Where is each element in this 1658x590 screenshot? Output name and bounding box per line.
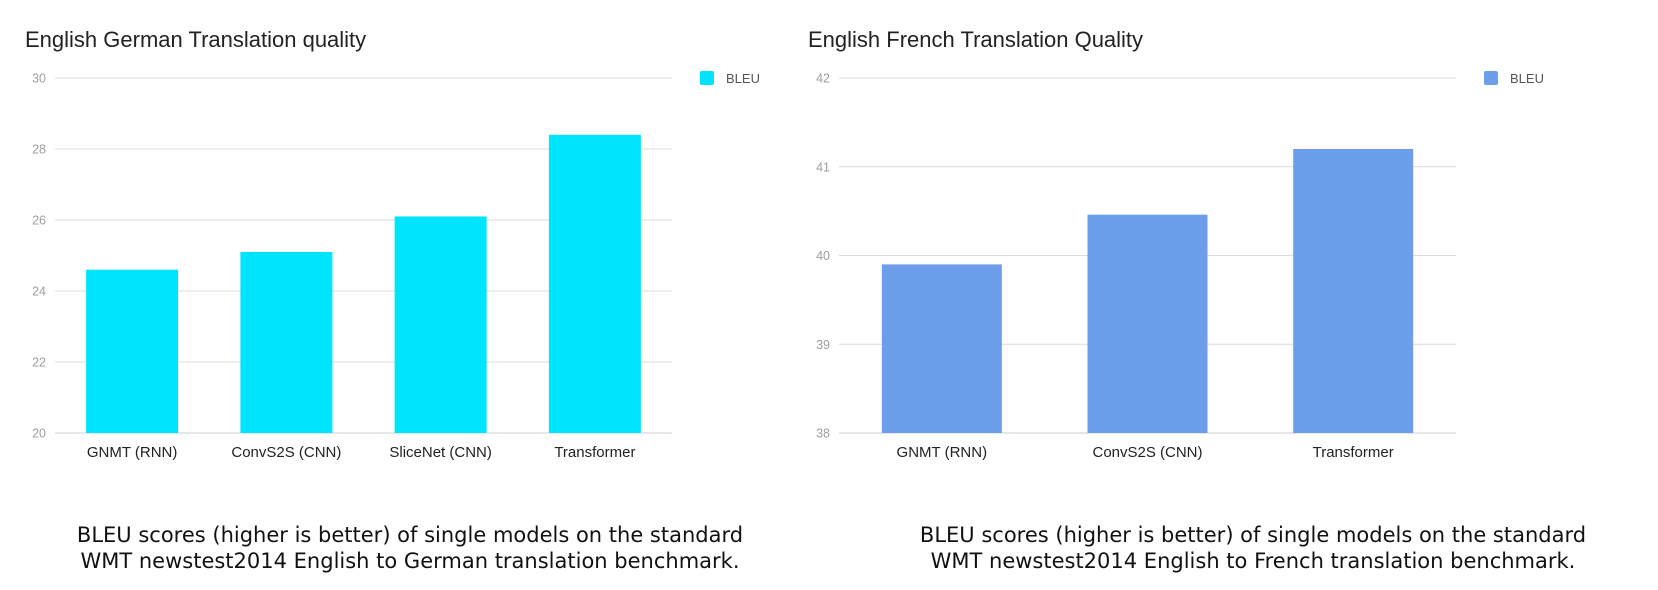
chart-english-german: English German Translation quality 20 22 24… xyxy=(25,27,760,461)
x-category-label: ConvS2S (CNN) xyxy=(1092,444,1202,461)
bar xyxy=(881,264,1002,433)
chart-title: English German Translation quality xyxy=(25,27,366,52)
chart-root: English French Translation Quality 38 39 40… xyxy=(808,27,1544,461)
x-category-label: GNMT (RNN) xyxy=(897,444,988,461)
caption-line-2: WMT newstest2014 English to French trans… xyxy=(930,549,1576,573)
x-category-label: Transformer xyxy=(554,444,635,461)
y-tick-label: 41 xyxy=(816,160,830,174)
y-tick-label: 40 xyxy=(816,249,830,263)
caption-line-1: BLEU scores (higher is better) of single… xyxy=(76,523,744,547)
bar xyxy=(1087,214,1208,433)
y-tick-label: 38 xyxy=(816,427,830,441)
caption-english-german: BLEU scores (higher is better) of single… xyxy=(30,522,790,574)
y-tick-label: 42 xyxy=(816,72,830,86)
x-category-label: ConvS2S (CNN) xyxy=(231,444,341,461)
legend-label: BLEU xyxy=(1510,71,1544,86)
x-category-label: SliceNet (CNN) xyxy=(389,444,492,461)
bar xyxy=(394,216,487,433)
caption-english-french: BLEU scores (higher is better) of single… xyxy=(873,522,1633,574)
y-tick-label: 20 xyxy=(32,427,46,441)
bar xyxy=(548,134,641,434)
chart-root: English German Translation quality 20 22 24… xyxy=(25,27,760,461)
x-category-label: Transformer xyxy=(1313,444,1394,461)
caption-line-2: WMT newstest2014 English to German trans… xyxy=(80,549,740,573)
chart-english-french: English French Translation Quality 38 39 40… xyxy=(808,27,1544,461)
bar xyxy=(240,251,333,433)
y-tick-label: 30 xyxy=(32,72,46,86)
bar xyxy=(86,269,179,433)
plot-area: 38 39 40 41 42 GNMT (RNN) ConvS2S (CNN) Transfo… xyxy=(816,71,1544,461)
y-tick-label: 26 xyxy=(32,214,46,228)
caption-line-1: BLEU scores (higher is better) of single… xyxy=(919,523,1587,547)
y-tick-label: 24 xyxy=(32,285,46,299)
y-tick-label: 28 xyxy=(32,143,46,157)
chart-panel-english-german: English German Translation quality 20 22 24… xyxy=(25,27,790,574)
y-tick-label: 39 xyxy=(816,338,830,352)
legend-label: BLEU xyxy=(726,71,760,86)
y-tick-label: 22 xyxy=(32,356,46,370)
legend-swatch xyxy=(1484,71,1498,85)
chart-panel-english-french: English French Translation Quality 38 39 40… xyxy=(808,0,1637,590)
legend-swatch xyxy=(700,71,714,85)
x-category-label: GNMT (RNN) xyxy=(87,444,178,461)
bar xyxy=(1293,149,1414,433)
chart-title: English French Translation Quality xyxy=(808,27,1143,52)
